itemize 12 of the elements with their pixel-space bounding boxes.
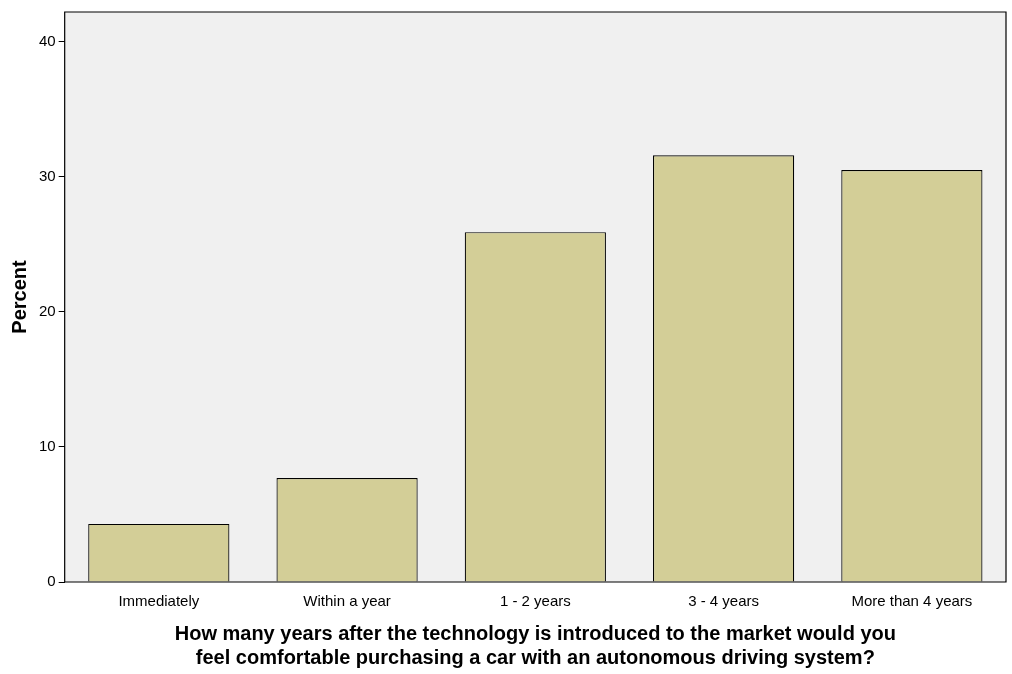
- x-tick-label: Immediately: [118, 592, 200, 610]
- x-tick-label: 1 - 2 years: [499, 592, 571, 610]
- x-tick-label: More than 4 years: [851, 592, 973, 610]
- y-axis-title: Percent: [7, 259, 30, 334]
- y-tick-label: 40: [39, 31, 56, 49]
- x-tick-label: 3 - 4 years: [688, 592, 760, 610]
- y-tick-label: 30: [39, 166, 56, 184]
- y-tick-label: 10: [39, 437, 56, 455]
- y-tick-label: 0: [47, 572, 56, 590]
- y-tick-label: 20: [39, 302, 56, 319]
- x-axis-title: How many years after the technology is introduced to the market would you feel comfortable purchasing a car with an autonomous driving system?: [174, 621, 896, 668]
- x-tick-label: Within a year: [303, 592, 391, 610]
